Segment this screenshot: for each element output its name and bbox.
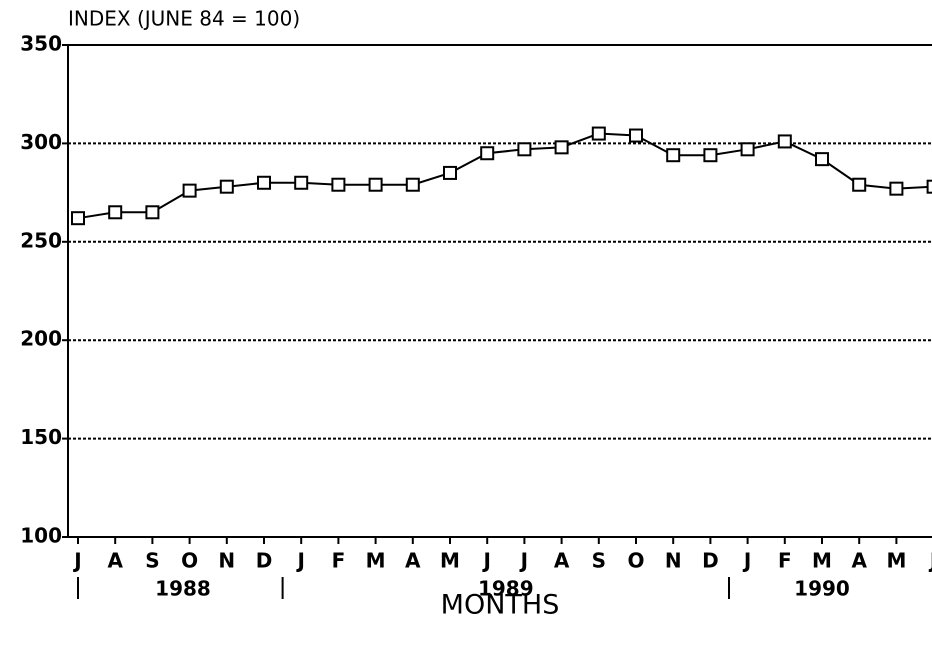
x-tick-label: F (332, 549, 346, 573)
x-tick-label: N (665, 549, 682, 573)
x-tick-label: J (295, 549, 304, 573)
y-tick-label: 150 (20, 425, 62, 449)
marker (480, 146, 495, 161)
x-tick-label: J (481, 549, 490, 573)
x-tick-label: F (778, 549, 792, 573)
x-tick-label: O (627, 549, 644, 573)
marker (815, 152, 829, 167)
x-tick-label: M (366, 549, 386, 573)
marker (145, 205, 160, 220)
marker (889, 181, 904, 196)
y-tick-label: 200 (20, 327, 62, 351)
y-tick-label: 350 (20, 32, 62, 56)
marker (629, 128, 643, 143)
marker (219, 179, 234, 194)
marker (666, 148, 681, 163)
marker (777, 134, 792, 149)
marker (443, 165, 457, 180)
marker (108, 205, 123, 220)
marker (71, 211, 85, 226)
x-tick-label: A (554, 549, 570, 573)
marker (926, 179, 932, 194)
marker (405, 177, 420, 192)
line (77, 132, 932, 220)
x-tick-label: A (107, 549, 123, 573)
marker (703, 148, 718, 163)
x-tick-label: M (886, 549, 906, 573)
year-label: 1988 (155, 577, 211, 601)
x-tick-label: J (928, 549, 932, 573)
y-tick-label: 300 (20, 130, 62, 154)
marker (257, 175, 271, 190)
x-tick-label: D (256, 549, 273, 573)
x-tick-label: A (405, 549, 421, 573)
x-tick-label: M (812, 549, 832, 573)
y-axis-label: INDEX (JUNE 84 = 100) (68, 7, 300, 31)
marker (591, 126, 606, 141)
marker (740, 142, 755, 157)
x-tick-label: S (592, 549, 606, 573)
x-tick-label: M (440, 549, 460, 573)
marker (182, 183, 197, 198)
marker (517, 142, 532, 157)
x-tick-label: J (519, 549, 528, 573)
y-tick-label: 250 (20, 228, 62, 252)
x-tick-label: D (702, 549, 719, 573)
x-tick-label: S (145, 549, 159, 573)
x-tick-label: J (72, 549, 81, 573)
x-tick-label: O (181, 549, 198, 573)
x-tick-label: J (742, 549, 751, 573)
marker (294, 175, 309, 190)
x-tick-label: A (851, 549, 867, 573)
marker (852, 177, 867, 192)
year-label: 1989 (478, 577, 534, 601)
y-tick-label: 100 (20, 524, 62, 548)
x-axis-label: MONTHS (441, 590, 560, 621)
marker (331, 177, 346, 192)
marker (368, 177, 383, 192)
year-label: 1990 (794, 577, 850, 601)
marker (554, 140, 569, 155)
x-tick-label: N (218, 549, 235, 573)
